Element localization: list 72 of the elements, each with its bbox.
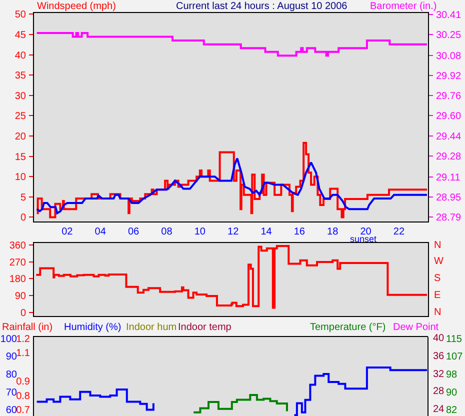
y2-tick-label: 115 xyxy=(446,334,462,345)
text: Indoor temp xyxy=(178,322,232,333)
y-tick-label: 180 xyxy=(9,274,26,286)
y-tick-label: 80 xyxy=(6,370,18,380)
y-tick-label: 10 xyxy=(14,172,26,184)
y-tick-label: 40 xyxy=(14,50,26,62)
y-tick-label: 70 xyxy=(6,387,18,398)
y-tick-label: 270 xyxy=(9,257,26,268)
text: S xyxy=(434,273,441,284)
line-series xyxy=(36,157,428,214)
y-axis-title: Windspeed (mph) xyxy=(37,1,116,12)
y2-tick-label: 30.25 xyxy=(436,30,462,41)
x-tick-label: 06 xyxy=(128,226,140,238)
y-tick-label: 15 xyxy=(14,152,26,163)
text: Dew Point xyxy=(393,322,439,333)
y3-tick-label: 0.8 xyxy=(16,390,30,402)
y2-tick-label: 29.92 xyxy=(436,71,462,82)
y2-tick-label: 28.79 xyxy=(436,212,462,224)
text: 32 xyxy=(433,369,445,380)
y2-tick-label: 90 xyxy=(446,387,458,398)
x-tick-label: 08 xyxy=(161,226,173,238)
text: N xyxy=(434,307,442,318)
y2-tick-label: 30.41 xyxy=(436,10,462,21)
y2-tick-label: 29.44 xyxy=(436,131,462,142)
y-tick-label: 25 xyxy=(14,111,26,122)
text: 28 xyxy=(433,386,445,397)
y-tick-label: 90 xyxy=(6,352,18,363)
y3-axis-title: Rainfall (in) xyxy=(2,322,53,333)
x-tick-label: 16 xyxy=(294,226,306,238)
y-tick-label: 0 xyxy=(20,308,26,319)
y2-tick-label: 28.95 xyxy=(436,192,462,204)
y-tick-label: 20 xyxy=(14,132,26,143)
x-tick-label: 04 xyxy=(94,226,106,238)
y-tick-label: 50 xyxy=(14,10,26,21)
y-tick-label: 45 xyxy=(14,30,26,42)
y3-tick-label: 1.1 xyxy=(16,348,30,360)
x-tick-label: 14 xyxy=(260,226,272,238)
text: 36 xyxy=(433,351,445,362)
text: E xyxy=(434,290,441,301)
y3-tick-label: 0.7 xyxy=(16,405,30,416)
x-tick-label: 10 xyxy=(194,226,206,238)
y2-tick-label: 29.76 xyxy=(436,91,462,102)
y2-tick-label: 29.11 xyxy=(436,172,461,184)
text: 24 xyxy=(433,404,445,415)
x-tick-label: 22 xyxy=(393,226,405,238)
y-tick-label: 100 xyxy=(0,334,18,345)
y2-tick-label: 29.28 xyxy=(436,151,462,162)
y2-axis-title: Temperature (°F) xyxy=(310,322,386,333)
x-tick-label: 18 xyxy=(327,226,339,238)
y2-tick-label: 30.08 xyxy=(436,51,462,62)
chart-title: Current last 24 hours : August 10 2006 xyxy=(176,1,348,12)
y3-tick-label: 0.9 xyxy=(16,376,30,388)
y-axis-title: Humidity (%) xyxy=(64,322,122,333)
y-tick-label: 35 xyxy=(14,70,26,82)
text: N xyxy=(434,240,442,251)
y-tick-label: 60 xyxy=(6,405,18,416)
x-tick-label: 12 xyxy=(228,226,240,238)
y2-axis-title: Barometer (in.) xyxy=(370,1,437,12)
y-tick-label: 5 xyxy=(20,192,26,204)
text: W xyxy=(434,256,444,267)
text: 40 xyxy=(433,333,445,344)
x-tick-label: 02 xyxy=(62,226,74,238)
y2-tick-label: 107 xyxy=(446,352,464,363)
text: Indoor hum xyxy=(126,322,177,333)
y3-tick-label: 1.2 xyxy=(16,334,30,345)
y2-tick-label: 82 xyxy=(446,405,458,416)
y-tick-label: 30 xyxy=(14,90,26,102)
y-tick-label: 0 xyxy=(20,212,26,224)
y2-tick-label: 29.60 xyxy=(436,111,462,122)
y-tick-label: 360 xyxy=(9,240,26,252)
y2-tick-label: 98 xyxy=(446,370,458,380)
y-tick-label: 90 xyxy=(14,290,26,302)
